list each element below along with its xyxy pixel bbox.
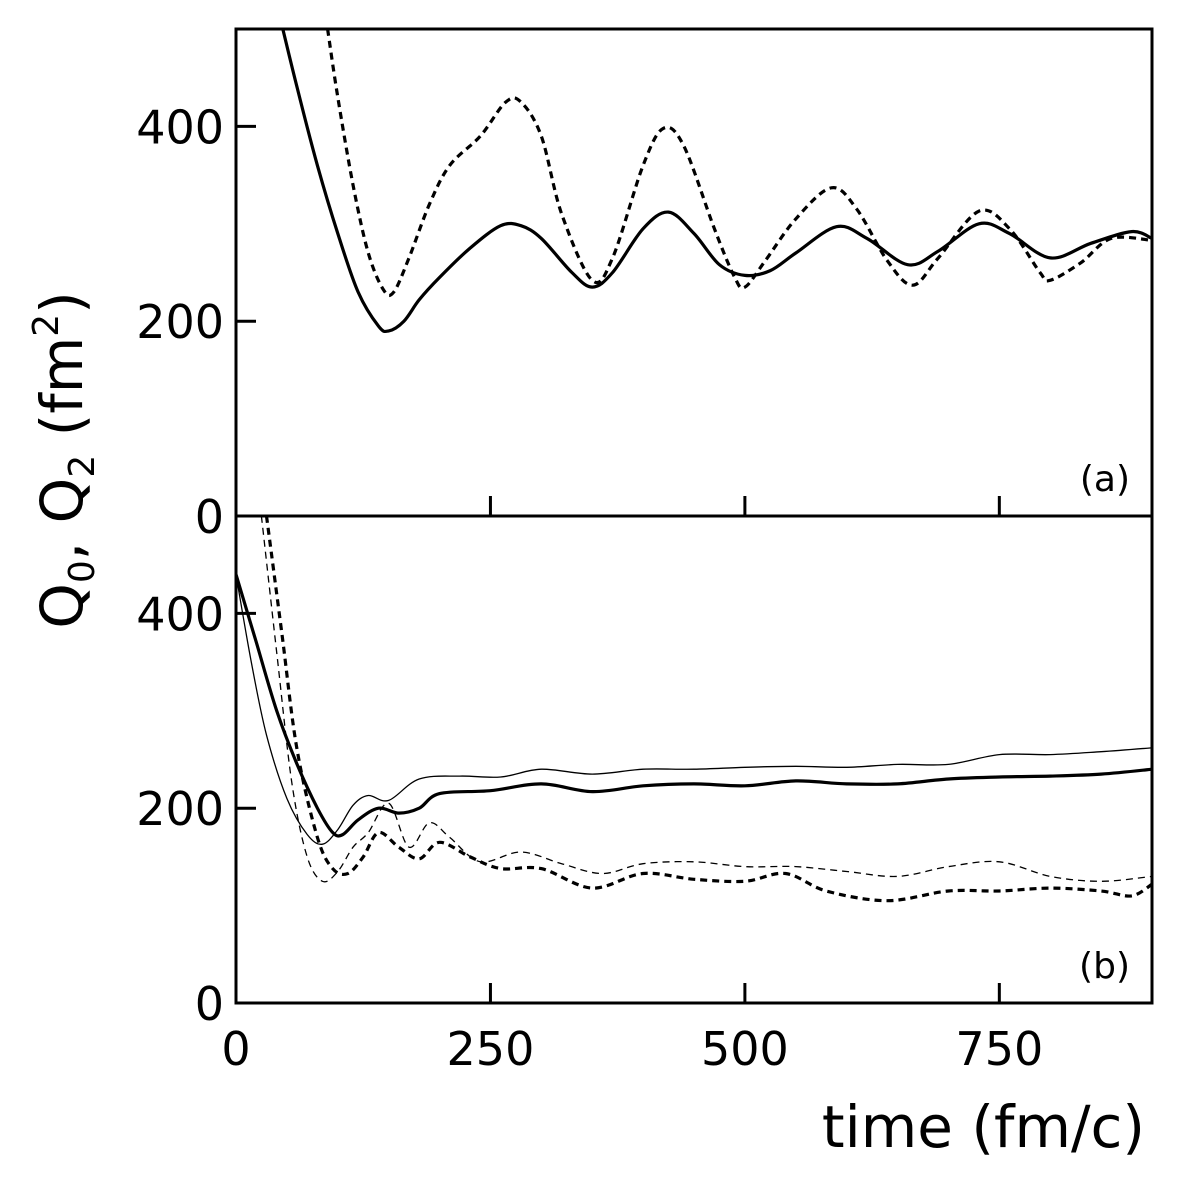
y-title-text: (fm xyxy=(28,337,96,455)
panel-label: (a) xyxy=(1080,459,1130,500)
y-axis-title: Q0, Q2 (fm2) xyxy=(26,291,103,629)
panel-a: 0 200 400 (a) xyxy=(136,27,1154,544)
y-title-text: ) xyxy=(28,291,96,314)
panel-b: 0 200 400 (b) xyxy=(136,514,1154,1031)
panel-label: (b) xyxy=(1079,946,1130,987)
y-tick-label: 0 xyxy=(195,977,224,1031)
y-tick-label: 0 xyxy=(195,490,224,544)
series-line-dashed-thick xyxy=(264,516,1152,903)
y-title-subscript: 0 xyxy=(62,560,103,583)
series-line-solid-thick xyxy=(281,29,1152,334)
series-group xyxy=(281,29,1152,334)
y-title-text: Q xyxy=(28,583,96,629)
series-group xyxy=(236,516,1152,903)
y-tick-label: 200 xyxy=(136,782,224,836)
x-tick-label: 0 xyxy=(221,1022,250,1076)
panels-layer: 0 200 400 (a) 0 200 400 (b) 0 250 500 750 xyxy=(136,27,1154,1076)
panel-frame xyxy=(234,27,1154,518)
series-line-dashed-thick xyxy=(326,29,1152,298)
y-title-subscript: 2 xyxy=(62,455,103,478)
panel-frame xyxy=(234,514,1154,1005)
x-tick-label: 500 xyxy=(701,1022,789,1076)
series-line-dashed-thin xyxy=(260,516,1152,883)
x-tick-label: 250 xyxy=(447,1022,535,1076)
x-tick-label: 750 xyxy=(955,1022,1043,1076)
y-title-superscript: 2 xyxy=(26,314,67,337)
y-tick-label: 400 xyxy=(136,100,224,154)
y-tick-label: 200 xyxy=(136,295,224,349)
series-line-solid-thick xyxy=(236,573,1152,838)
series-line-solid-thin xyxy=(236,574,1152,845)
x-axis-title: time (fm/c) xyxy=(822,1093,1145,1161)
y-title-text: , Q xyxy=(28,478,96,561)
y-tick-label: 400 xyxy=(136,587,224,641)
